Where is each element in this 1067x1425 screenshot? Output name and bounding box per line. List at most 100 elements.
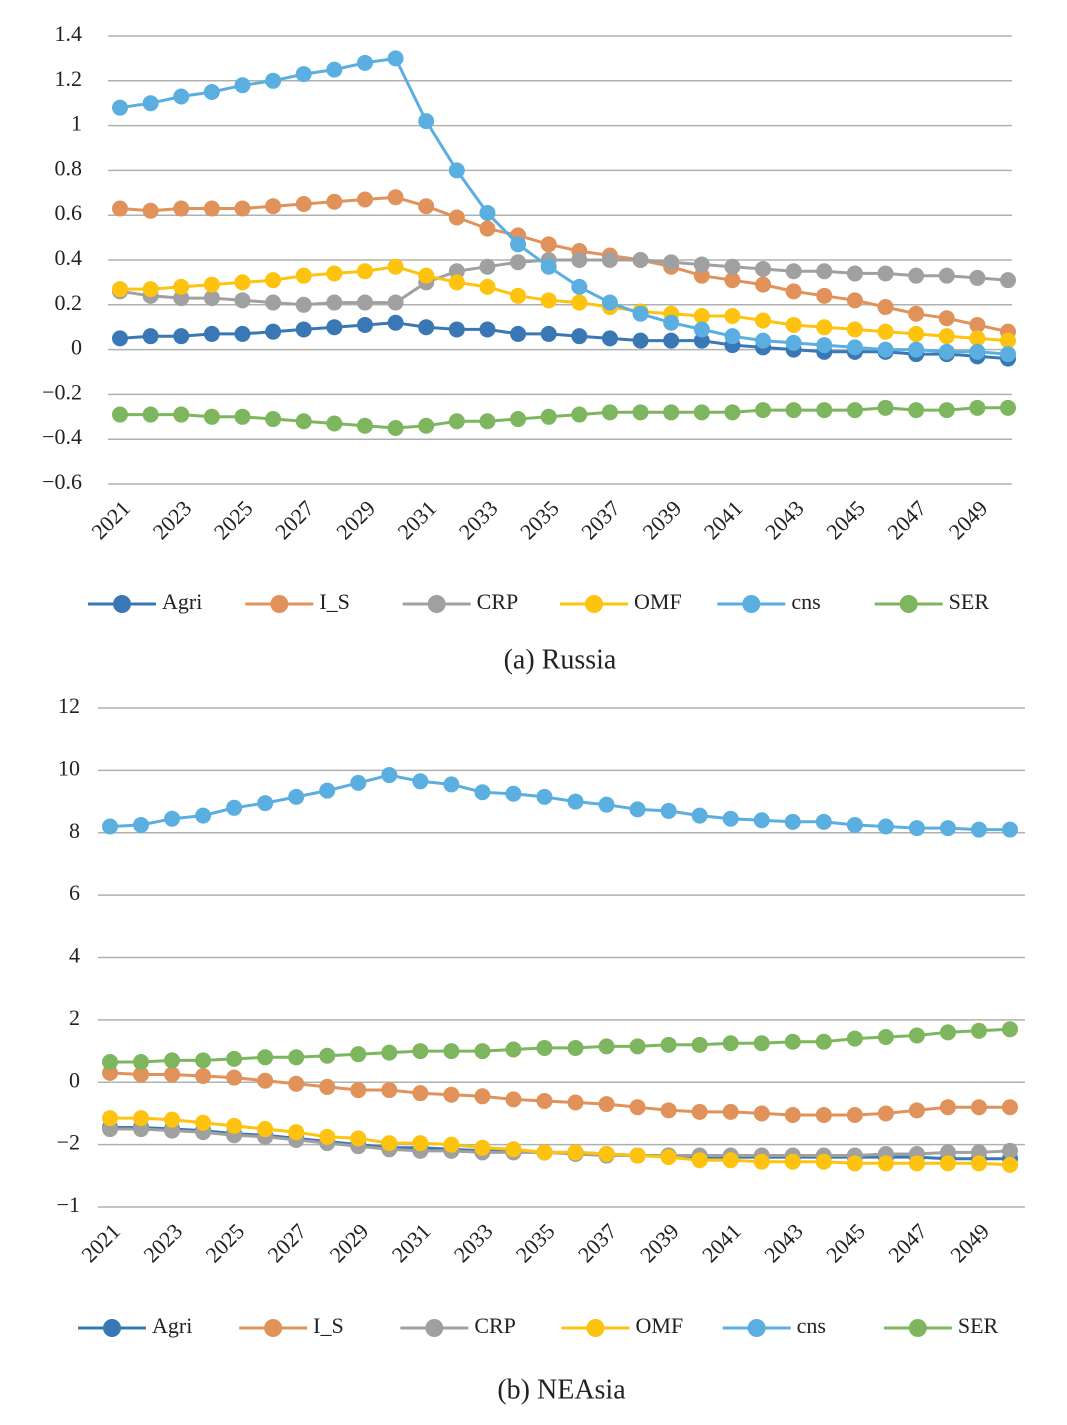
chart-title: (b) NEAsia: [497, 1374, 626, 1405]
point: [846, 339, 863, 356]
x-tick-label: 2021: [76, 1218, 125, 1267]
point: [265, 72, 282, 89]
point: [784, 1106, 801, 1123]
point: [755, 312, 772, 329]
point: [1000, 332, 1016, 349]
x-tick-label: 2041: [697, 1218, 746, 1267]
point: [234, 77, 251, 94]
point: [326, 193, 343, 210]
x-tick-label: 2027: [263, 1218, 312, 1267]
point: [846, 265, 863, 282]
point: [629, 1147, 646, 1164]
series-line: [110, 1027, 1011, 1064]
point: [356, 263, 373, 280]
x-tick-label: 2033: [449, 1218, 498, 1267]
point: [908, 305, 925, 322]
point: [816, 319, 833, 336]
point: [102, 1053, 118, 1070]
point: [387, 314, 404, 331]
legend-label: I_S: [313, 1313, 344, 1338]
point: [753, 1035, 770, 1052]
series-line: [120, 406, 1008, 430]
point: [663, 254, 680, 271]
point: [571, 252, 588, 268]
point: [660, 1036, 677, 1053]
x-tick-label: 2037: [576, 495, 625, 544]
point: [1002, 1156, 1018, 1173]
legend-label: CRP: [474, 1313, 516, 1338]
point: [510, 287, 527, 304]
point: [877, 323, 894, 340]
point: [877, 341, 894, 358]
y-tick-label: 0: [69, 1067, 80, 1092]
point: [448, 413, 465, 430]
x-tick-label: 2041: [699, 495, 748, 544]
x-tick-label: 2043: [760, 495, 809, 544]
point: [479, 413, 496, 430]
point: [448, 321, 465, 338]
point: [540, 325, 557, 342]
chart-title: (a) Russia: [504, 644, 617, 675]
legend-marker: [264, 1319, 283, 1337]
point: [257, 1072, 274, 1089]
point: [846, 1106, 863, 1123]
x-tick-label: 2029: [325, 1218, 374, 1267]
point: [970, 1099, 987, 1116]
point: [877, 818, 894, 835]
point: [908, 267, 925, 284]
x-tick-label: 2049: [945, 1218, 994, 1267]
point: [381, 1082, 398, 1099]
series-line: [119, 195, 1009, 334]
point: [474, 1043, 491, 1060]
point: [846, 1030, 863, 1047]
point: [257, 1121, 274, 1138]
point: [356, 316, 373, 333]
point: [939, 1099, 956, 1116]
point: [418, 113, 435, 130]
point: [722, 810, 739, 827]
point: [164, 810, 181, 827]
point: [381, 1135, 398, 1152]
y-tick-label: 12: [58, 693, 80, 718]
x-tick-label: 2029: [331, 495, 380, 544]
point: [295, 267, 312, 284]
point: [226, 1050, 243, 1067]
point: [295, 196, 312, 212]
x-tick-label: 2035: [511, 1218, 560, 1267]
point: [536, 1092, 553, 1109]
point: [234, 292, 251, 309]
x-tick-label: 2025: [200, 1218, 249, 1267]
point: [571, 406, 588, 423]
point: [846, 402, 863, 419]
point: [938, 267, 955, 284]
point: [203, 200, 220, 217]
y-tick-label: 0.6: [55, 200, 83, 225]
point: [443, 1086, 460, 1103]
point: [448, 263, 465, 280]
point: [877, 1105, 894, 1122]
point: [112, 330, 128, 347]
point: [295, 66, 312, 83]
point: [722, 1035, 739, 1052]
point: [540, 236, 557, 253]
point: [265, 272, 282, 289]
legend-label: OMF: [634, 589, 682, 614]
point: [387, 294, 404, 311]
point: [356, 294, 373, 311]
point: [815, 1033, 832, 1050]
point: [142, 202, 159, 219]
point: [326, 61, 343, 78]
point: [319, 1047, 336, 1064]
point: [601, 404, 618, 421]
point: [815, 1106, 832, 1123]
point: [142, 406, 159, 423]
point: [724, 404, 741, 421]
point: [412, 1135, 429, 1152]
point: [350, 774, 367, 791]
y-tick-label: 8: [69, 818, 80, 843]
legend-label: cns: [791, 589, 820, 614]
point: [505, 1041, 522, 1058]
point: [474, 1139, 491, 1156]
point: [1002, 1021, 1018, 1038]
